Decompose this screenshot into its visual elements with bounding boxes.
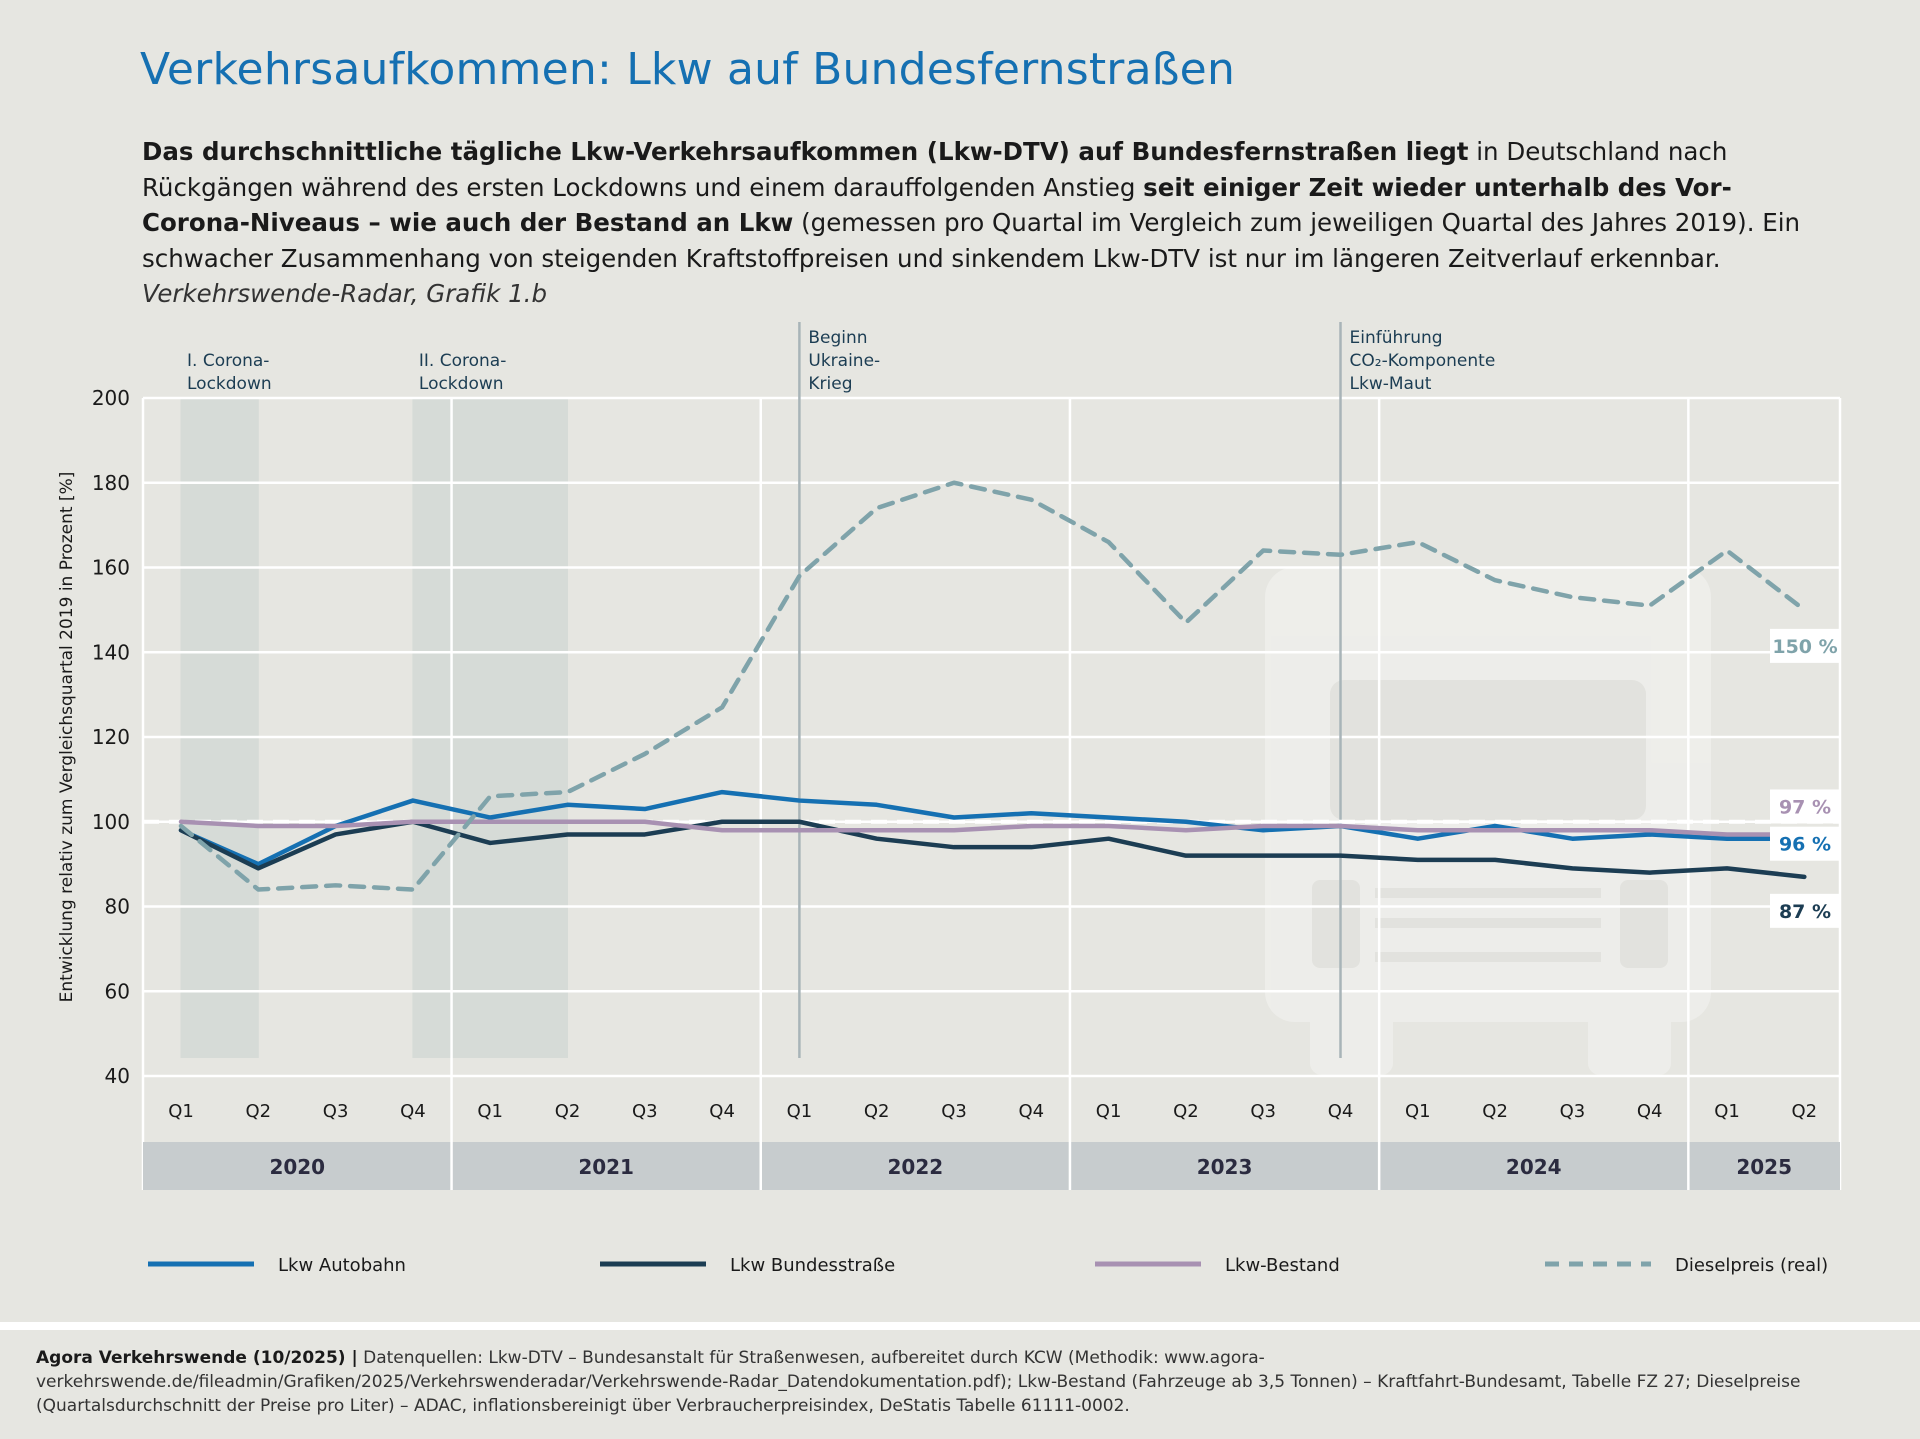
x-tick-label: Q4 (709, 1101, 735, 1122)
x-tick-label: Q1 (787, 1101, 813, 1122)
year-label: 2022 (888, 1155, 944, 1179)
series-line (178, 480, 1807, 892)
event-label: CO₂-Komponente (1350, 351, 1496, 371)
year-label: 2023 (1197, 1155, 1253, 1179)
lockdown-label: Lockdown (187, 374, 272, 394)
legend-label: Lkw Autobahn (278, 1255, 406, 1276)
event-label: Ukraine- (808, 351, 880, 371)
y-tick-label: 140 (92, 640, 130, 664)
year-band (143, 1142, 1840, 1190)
y-tick-label: 200 (92, 386, 130, 410)
end-label-box (1770, 789, 1840, 824)
y-tick-label: 120 (92, 725, 130, 749)
end-label-box (1770, 826, 1840, 861)
x-tick-label: Q3 (323, 1101, 349, 1122)
lockdown-shade (412, 398, 568, 1058)
y-tick-label: 80 (105, 895, 130, 919)
x-tick-label: Q2 (1482, 1101, 1508, 1122)
end-label: 87 % (1779, 901, 1831, 923)
lockdown-label: II. Corona- (419, 351, 506, 371)
legend-label: Lkw-Bestand (1225, 1255, 1340, 1276)
end-label-box (1770, 893, 1840, 928)
series-line (178, 819, 1807, 880)
x-tick-label: Q4 (1328, 1101, 1354, 1122)
year-label: 2025 (1736, 1155, 1792, 1179)
intro-text-4: (gemessen pro Quartal im Vergleich zum j… (142, 208, 1801, 273)
truck-wheel-left (1310, 1000, 1393, 1075)
intro-bold-3: seit einiger Zeit wieder unterhalb des V… (142, 172, 1732, 238)
x-tick-label: Q2 (864, 1101, 890, 1122)
y-tick-label: 60 (105, 979, 130, 1003)
y-tick-label: 100 (92, 810, 130, 834)
x-tick-label: Q4 (1018, 1101, 1044, 1122)
x-tick-label: Q4 (400, 1101, 426, 1122)
x-tick-label: Q3 (1560, 1101, 1586, 1122)
line-chart: I. Corona- Lockdown II. Corona- Lockdown 40 6… (57, 322, 1842, 1276)
lockdown-shade (180, 398, 259, 1058)
footer-source: Agora Verkehrswende (10/2025) | Datenque… (36, 1346, 1886, 1418)
x-tick-label: Q1 (1096, 1101, 1122, 1122)
truck-watermark-icon (1265, 567, 1711, 1075)
end-label: 96 % (1779, 834, 1831, 856)
truck-lower (1290, 880, 1686, 1020)
x-tick-label: Q3 (1250, 1101, 1276, 1122)
intro-text: Das durchschnittliche tägliche Lkw-Verke… (142, 134, 1802, 312)
legend-label: Lkw Bundesstraße (730, 1255, 895, 1276)
x-tick-label: Q2 (1173, 1101, 1199, 1122)
year-label: 2021 (578, 1155, 634, 1179)
truck-light-left (1312, 880, 1360, 968)
y-tick-label: 40 (105, 1064, 130, 1088)
end-label-box (1770, 628, 1840, 663)
footer-text: Datenquellen: Lkw-DTV – Bundesanstalt fü… (36, 1348, 1801, 1416)
truck-windshield (1330, 680, 1646, 820)
year-label: 2024 (1506, 1155, 1562, 1179)
truck-grille (1375, 918, 1601, 928)
event-label: Einführung (1350, 328, 1443, 348)
truck-wheel-right (1588, 1000, 1671, 1075)
x-tick-label: Q4 (1637, 1101, 1663, 1122)
event-label: Krieg (808, 374, 852, 394)
x-tick-label: Q2 (555, 1101, 581, 1122)
x-tick-label: Q2 (1791, 1101, 1817, 1122)
event-label: Beginn (808, 328, 867, 348)
x-tick-label: Q3 (941, 1101, 967, 1122)
x-tick-label: Q1 (477, 1101, 503, 1122)
end-label: 97 % (1779, 796, 1831, 818)
intro-text-2: in Deutschland nach Rückgängen während d… (142, 137, 1728, 202)
truck-grille (1375, 888, 1601, 898)
x-tick-label: Q1 (1714, 1101, 1740, 1122)
end-label: 150 % (1772, 636, 1837, 658)
y-tick-label: 160 (92, 556, 130, 580)
intro-bold-1: Das durchschnittliche tägliche Lkw-Verke… (142, 137, 1469, 166)
x-tick-label: Q2 (245, 1101, 271, 1122)
x-tick-label: Q3 (632, 1101, 658, 1122)
year-label: 2020 (269, 1155, 325, 1179)
y-tick-label: 180 (92, 471, 130, 495)
chart-title: Verkehrsaufkommen: Lkw auf Bundesfernstr… (140, 44, 1236, 95)
truck-grille (1375, 952, 1601, 962)
intro-source: Verkehrswende-Radar, Grafik 1.b (142, 279, 548, 308)
lockdown-label: Lockdown (419, 374, 504, 394)
x-tick-label: Q1 (1405, 1101, 1431, 1122)
lockdown-label: I. Corona- (187, 351, 269, 371)
legend-label: Dieselpreis (real) (1675, 1255, 1828, 1276)
footer-divider (0, 1322, 1920, 1330)
y-axis-label: Entwicklung relativ zum Vergleichsquarta… (57, 472, 77, 1003)
x-tick-label: Q1 (168, 1101, 194, 1122)
series-line (178, 819, 1807, 837)
footer-bold: Agora Verkehrswende (10/2025) | (36, 1348, 358, 1368)
truck-light-right (1620, 880, 1668, 968)
event-label: Lkw-Maut (1350, 374, 1432, 394)
